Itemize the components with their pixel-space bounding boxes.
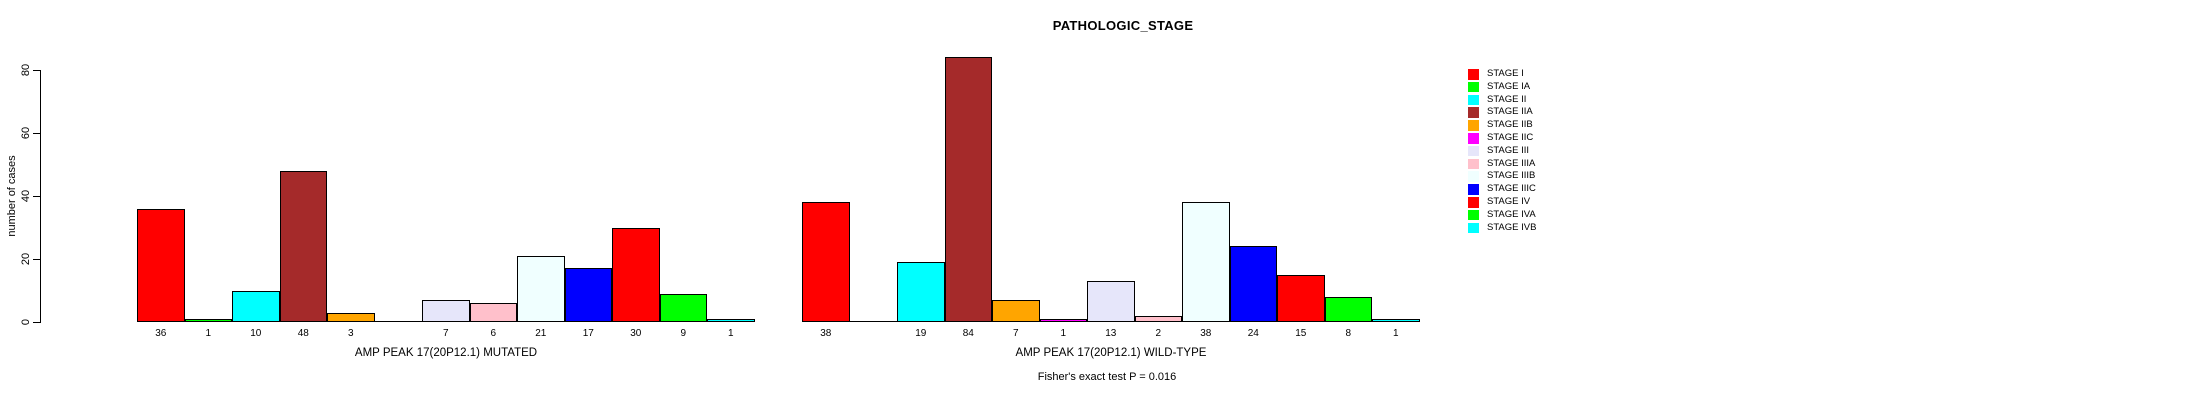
legend-swatch-stage-iiib [1468, 171, 1479, 182]
bar-value-label: 17 [582, 328, 594, 339]
legend-swatch-stage-iic [1468, 133, 1479, 144]
bar-stage-ivb-mutated [707, 318, 755, 322]
y-tick-mark [33, 132, 40, 134]
bar-stage-iia-mutated [279, 170, 327, 322]
legend-swatch-stage-i [1468, 69, 1479, 80]
legend-swatch-stage-ia [1468, 81, 1479, 93]
bar-stage-iiib-mutated [517, 255, 565, 322]
bar-value-label: 19 [915, 328, 927, 339]
y-axis-line [40, 70, 41, 323]
legend-swatch-stage-iiia [1468, 158, 1479, 170]
bar-stage-iii-mutated [422, 299, 470, 322]
bar-value-label: 1 [1060, 328, 1067, 339]
legend-label: STAGE IIB [1487, 119, 1533, 131]
bar-stage-ii-mutated [232, 290, 280, 322]
legend-swatch-stage-iia [1468, 107, 1479, 118]
legend-label: STAGE IA [1487, 80, 1531, 92]
bar-stage-ia-mutated [184, 318, 232, 322]
legend-label: STAGE IV [1487, 196, 1531, 207]
bar-value-label: 1 [205, 328, 212, 339]
legend-label: STAGE IVB [1487, 221, 1537, 233]
bar-stage-iv-wild-type [1277, 274, 1325, 322]
y-tick-mark [33, 195, 40, 197]
bar-stage-iic-zero [374, 321, 422, 322]
bar-value-label: 38 [1200, 328, 1212, 339]
bar-stage-iv-mutated [612, 227, 660, 322]
bar-value-label: 24 [1247, 328, 1259, 339]
legend-swatch-stage-iii [1468, 145, 1479, 157]
bar-stage-iiia-mutated [469, 303, 517, 322]
bar-stage-iiia-wild-type [1134, 315, 1182, 322]
bar-value-label: 38 [820, 328, 832, 339]
legend-label: STAGE IIIA [1487, 157, 1536, 169]
bar-stage-iib-wild-type [992, 299, 1040, 322]
bar-stage-iiib-wild-type [1182, 202, 1230, 322]
bar-value-label: 84 [962, 328, 974, 339]
y-tick-mark [33, 321, 40, 323]
fisher-test-annotation: Fisher's exact test P = 0.016 [1037, 371, 1177, 383]
group-label-mutated: AMP PEAK 17(20P12.1) MUTATED [354, 347, 538, 359]
bar-stage-ivb-wild-type [1372, 318, 1420, 322]
bar-stage-iii-wild-type [1087, 281, 1135, 322]
bar-stage-i-wild-type [802, 202, 850, 322]
bar-value-label: 15 [1295, 328, 1307, 339]
bar-value-label: 1 [727, 328, 734, 339]
legend-swatch-stage-iv [1468, 197, 1479, 208]
bar-value-label: 7 [1012, 328, 1019, 339]
bar-value-label: 10 [250, 328, 262, 339]
bar-stage-iva-wild-type [1324, 296, 1372, 322]
legend-swatch-stage-iib [1468, 120, 1479, 131]
legend-label: STAGE IIIC [1487, 183, 1536, 195]
bar-stage-ia-zero [849, 321, 897, 322]
bar-value-label: 21 [535, 328, 547, 339]
legend-label: STAGE IVA [1487, 208, 1536, 220]
bar-value-label: 7 [442, 328, 449, 339]
bar-value-label: 30 [630, 328, 642, 339]
bar-stage-iiic-wild-type [1229, 246, 1277, 322]
legend-label: STAGE II [1487, 93, 1527, 105]
bar-value-label: 36 [155, 328, 167, 339]
group-label-wild-type: AMP PEAK 17(20P12.1) WILD-TYPE [1015, 347, 1207, 359]
bar-value-label: 1 [1392, 328, 1399, 339]
bar-value-label: 9 [680, 328, 687, 339]
legend-swatch-stage-iva [1468, 209, 1479, 221]
bar-value-label: 2 [1155, 328, 1162, 339]
legend-swatch-stage-ii [1468, 94, 1479, 106]
legend-label: STAGE IIIB [1487, 170, 1536, 182]
legend-label: STAGE III [1487, 144, 1530, 156]
bar-value-label: 48 [297, 328, 309, 339]
bar-value-label: 8 [1345, 328, 1352, 339]
chart-title: PATHOLOGIC_STAGE [1052, 18, 1194, 33]
bar-stage-iib-mutated [327, 312, 375, 322]
bar-stage-iic-wild-type [1039, 318, 1087, 322]
legend-swatch-stage-ivb [1468, 222, 1479, 234]
legend-label: STAGE I [1487, 68, 1524, 79]
bar-stage-iva-mutated [659, 293, 707, 322]
bar-stage-iiic-mutated [564, 268, 612, 322]
bar-stage-i-mutated [137, 208, 185, 322]
bar-stage-ii-wild-type [897, 262, 945, 322]
bar-value-label: 6 [490, 328, 497, 339]
legend-label: STAGE IIC [1487, 132, 1534, 143]
bar-value-label: 13 [1105, 328, 1117, 339]
bar-value-label: 3 [347, 328, 354, 339]
y-tick-mark [33, 258, 40, 260]
bar-stage-iia-wild-type [944, 57, 992, 322]
legend-swatch-stage-iiic [1468, 184, 1479, 195]
legend-label: STAGE IIA [1487, 106, 1533, 118]
y-tick-mark [33, 69, 40, 71]
